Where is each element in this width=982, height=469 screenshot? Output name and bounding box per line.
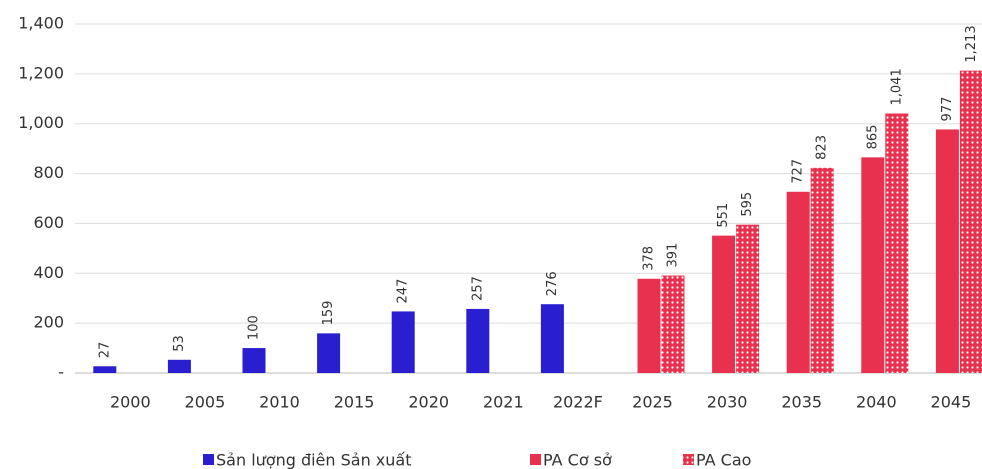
y-tick-label: 800 (33, 163, 64, 182)
x-tick-label: 2035 (781, 393, 822, 412)
bar (317, 333, 341, 373)
x-tick-label: 2015 (334, 393, 375, 412)
value-label: 159 (321, 301, 336, 326)
y-tick-label: 1,400 (18, 14, 64, 33)
x-tick-label: 2022F (553, 393, 603, 412)
value-label: 100 (247, 315, 262, 340)
bar (167, 359, 191, 373)
bar (810, 167, 834, 373)
x-tick-label: 2025 (632, 393, 673, 412)
bar (637, 278, 661, 373)
value-label: 1,213 (964, 25, 979, 62)
legend-label: PA Cao (696, 451, 751, 469)
legend-swatch (683, 454, 694, 465)
value-label: 595 (740, 192, 755, 217)
x-tick-label: 2020 (408, 393, 449, 412)
x-tick-label: 2021 (483, 393, 524, 412)
legend-label: Sản lượng điên Sản xuất (216, 451, 412, 469)
y-tick-label: 1,200 (18, 63, 64, 82)
value-label: 378 (642, 246, 657, 271)
y-tick-label: 1,000 (18, 113, 64, 132)
value-label: 823 (815, 135, 830, 160)
y-tick-label: 400 (33, 263, 64, 282)
value-label: 276 (545, 271, 560, 296)
bar (540, 304, 564, 373)
x-tick-label: 2045 (931, 393, 972, 412)
x-tick-label: 2030 (707, 393, 748, 412)
bar (242, 348, 266, 373)
value-label: 865 (865, 125, 880, 150)
x-tick-label: 2000 (110, 393, 151, 412)
bar (786, 191, 810, 373)
bar (466, 308, 490, 373)
x-tick-label: 2040 (856, 393, 897, 412)
y-tick-label: 200 (33, 313, 64, 332)
bar (959, 70, 982, 374)
bar (93, 366, 117, 373)
x-tick-label: 2010 (259, 393, 300, 412)
bar (712, 235, 736, 373)
value-label: 1,041 (889, 68, 904, 105)
x-tick-label: 2005 (185, 393, 226, 412)
value-label: 727 (791, 159, 806, 184)
y-tick-label: 600 (33, 213, 64, 232)
value-label: 247 (396, 279, 411, 304)
value-label: 257 (470, 276, 485, 301)
bar (391, 311, 415, 373)
y-tick-label: - (58, 363, 64, 382)
bar (736, 224, 760, 373)
value-label: 53 (172, 335, 187, 352)
bar (661, 275, 685, 373)
legend-swatch (530, 454, 541, 465)
bar (885, 113, 909, 374)
value-label: 977 (940, 97, 955, 122)
legend-swatch (203, 454, 214, 465)
value-label: 27 (97, 342, 112, 359)
bar (935, 129, 959, 373)
value-label: 391 (666, 243, 681, 268)
legend-label: PA Cơ sở (543, 451, 612, 469)
bar (861, 157, 885, 373)
value-label: 551 (716, 203, 731, 228)
